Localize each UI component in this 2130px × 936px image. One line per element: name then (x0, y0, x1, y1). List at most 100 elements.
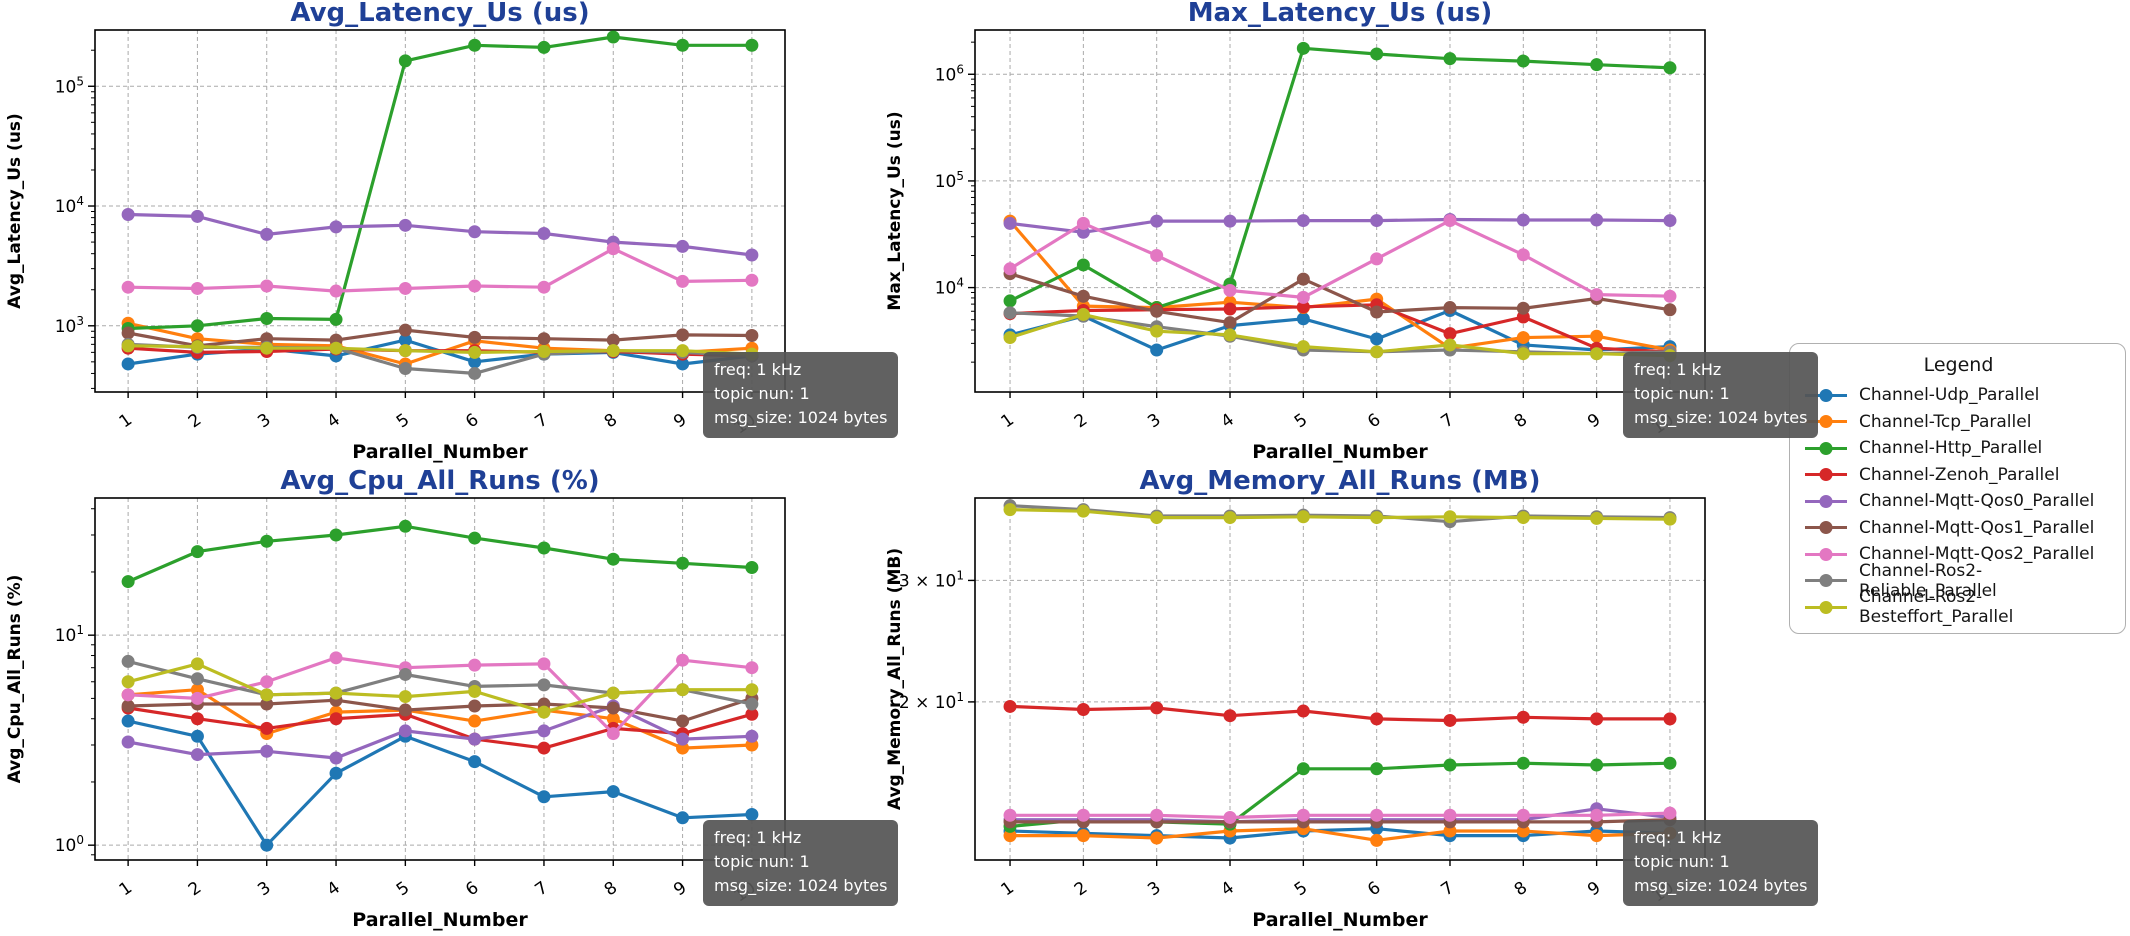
data-point (1516, 511, 1530, 525)
data-point (121, 654, 135, 668)
data-point (398, 333, 412, 347)
data-point (537, 724, 551, 738)
data-point (398, 690, 412, 704)
data-point (1663, 303, 1677, 317)
data-point (468, 330, 482, 344)
legend-item-label: Channel-Mqtt-Qos2_Parallel (1859, 544, 2095, 565)
data-point (1150, 511, 1164, 525)
data-point (1296, 41, 1310, 55)
data-point (329, 751, 343, 765)
data-point (676, 357, 690, 371)
data-point (676, 274, 690, 288)
data-point (606, 242, 620, 256)
data-point (1590, 329, 1604, 343)
data-point (121, 675, 135, 689)
y-tick-label: 103 (55, 314, 84, 337)
data-point (1370, 252, 1384, 266)
data-point (1370, 808, 1384, 822)
x-tick-label: 5 (393, 410, 413, 433)
chart-title: Avg_Memory_All_Runs (MB) (1140, 468, 1541, 496)
data-point (329, 220, 343, 234)
data-point (1590, 288, 1604, 302)
data-point (329, 712, 343, 726)
series-line (126, 662, 754, 714)
chart-title: Max_Latency_Us (us) (1188, 0, 1493, 28)
data-point (1003, 503, 1017, 517)
y-tick-label: 105 (935, 169, 964, 192)
data-point (121, 735, 135, 749)
annotation-box: freq: 1 kHz topic nun: 1 msg_size: 1024 … (703, 352, 899, 438)
legend-item: Channel-Mqtt-Qos0_Parallel (1804, 488, 2113, 515)
series-line (1008, 704, 1672, 723)
y-axis-label: Avg_Cpu_All_Runs (%) (5, 575, 25, 784)
series-line (126, 212, 754, 257)
data-point (676, 683, 690, 697)
data-point (1663, 756, 1677, 770)
data-point (745, 561, 759, 575)
annotation-freq: freq: 1 kHz (1634, 828, 1722, 847)
data-point (1370, 332, 1384, 346)
data-point (1296, 272, 1310, 286)
data-point (468, 684, 482, 698)
data-point (468, 366, 482, 380)
data-point (676, 714, 690, 728)
x-tick-label: 3 (1144, 410, 1164, 433)
data-point (1370, 47, 1384, 61)
x-axis-label: Parallel_Number (1252, 441, 1428, 463)
data-point (260, 744, 274, 758)
annotation-msg-size: msg_size: 1024 bytes (1634, 876, 1808, 895)
data-point (1590, 829, 1604, 843)
max-latency-chart: 10410510612345678910Max_Latency_Us (us)M… (885, 0, 1706, 463)
data-point (606, 344, 620, 358)
data-point (468, 714, 482, 728)
data-point (676, 38, 690, 52)
data-point (1370, 762, 1384, 776)
data-point (1076, 289, 1090, 303)
data-point (329, 341, 343, 355)
data-point (1370, 214, 1384, 228)
legend-item-label: Channel-Http_Parallel (1859, 438, 2043, 459)
x-tick-label: 4 (1218, 878, 1238, 901)
legend-item: Channel-Udp_Parallel (1804, 382, 2113, 409)
data-point (1150, 808, 1164, 822)
x-tick-label: 7 (1438, 878, 1458, 901)
data-point (1076, 702, 1090, 716)
figure-grid: 10310410512345678910Avg_Latency_Us (us)A… (0, 0, 1819, 936)
x-tick-label: 4 (324, 410, 344, 433)
chart-title: Avg_Latency_Us (us) (290, 0, 589, 28)
data-point (537, 541, 551, 555)
x-tick-label: 7 (531, 410, 551, 433)
data-point (1076, 307, 1090, 321)
data-point (260, 341, 274, 355)
series-line (1008, 219, 1672, 299)
data-point (1150, 324, 1164, 338)
legend-item: Channel-Tcp_Parallel (1804, 409, 2113, 436)
data-point (121, 207, 135, 221)
data-point (745, 697, 759, 711)
data-point (1223, 283, 1237, 297)
data-point (1516, 347, 1530, 361)
chart-cell-avg-cpu: 10010112345678910Avg_Cpu_All_Runs (%)Avg… (0, 468, 899, 936)
data-point (1150, 214, 1164, 228)
series-line (126, 688, 754, 750)
x-tick-label: 8 (601, 410, 621, 433)
data-point (398, 218, 412, 232)
data-point (1223, 328, 1237, 342)
data-point (260, 534, 274, 548)
x-tick-label: 2 (185, 410, 205, 433)
data-point (676, 811, 690, 825)
data-point (398, 361, 412, 375)
annotation-topic: topic nun: 1 (714, 384, 810, 403)
data-point (606, 727, 620, 741)
x-tick-label: 9 (670, 410, 690, 433)
data-point (190, 209, 204, 223)
y-axis-label: Avg_Latency_Us (us) (5, 113, 25, 309)
data-point (1590, 511, 1604, 525)
data-point (606, 30, 620, 44)
annotation-msg-size: msg_size: 1024 bytes (714, 876, 888, 895)
data-point (121, 326, 135, 340)
data-point (1370, 305, 1384, 319)
data-point (537, 790, 551, 804)
x-tick-label: 2 (1071, 878, 1091, 901)
